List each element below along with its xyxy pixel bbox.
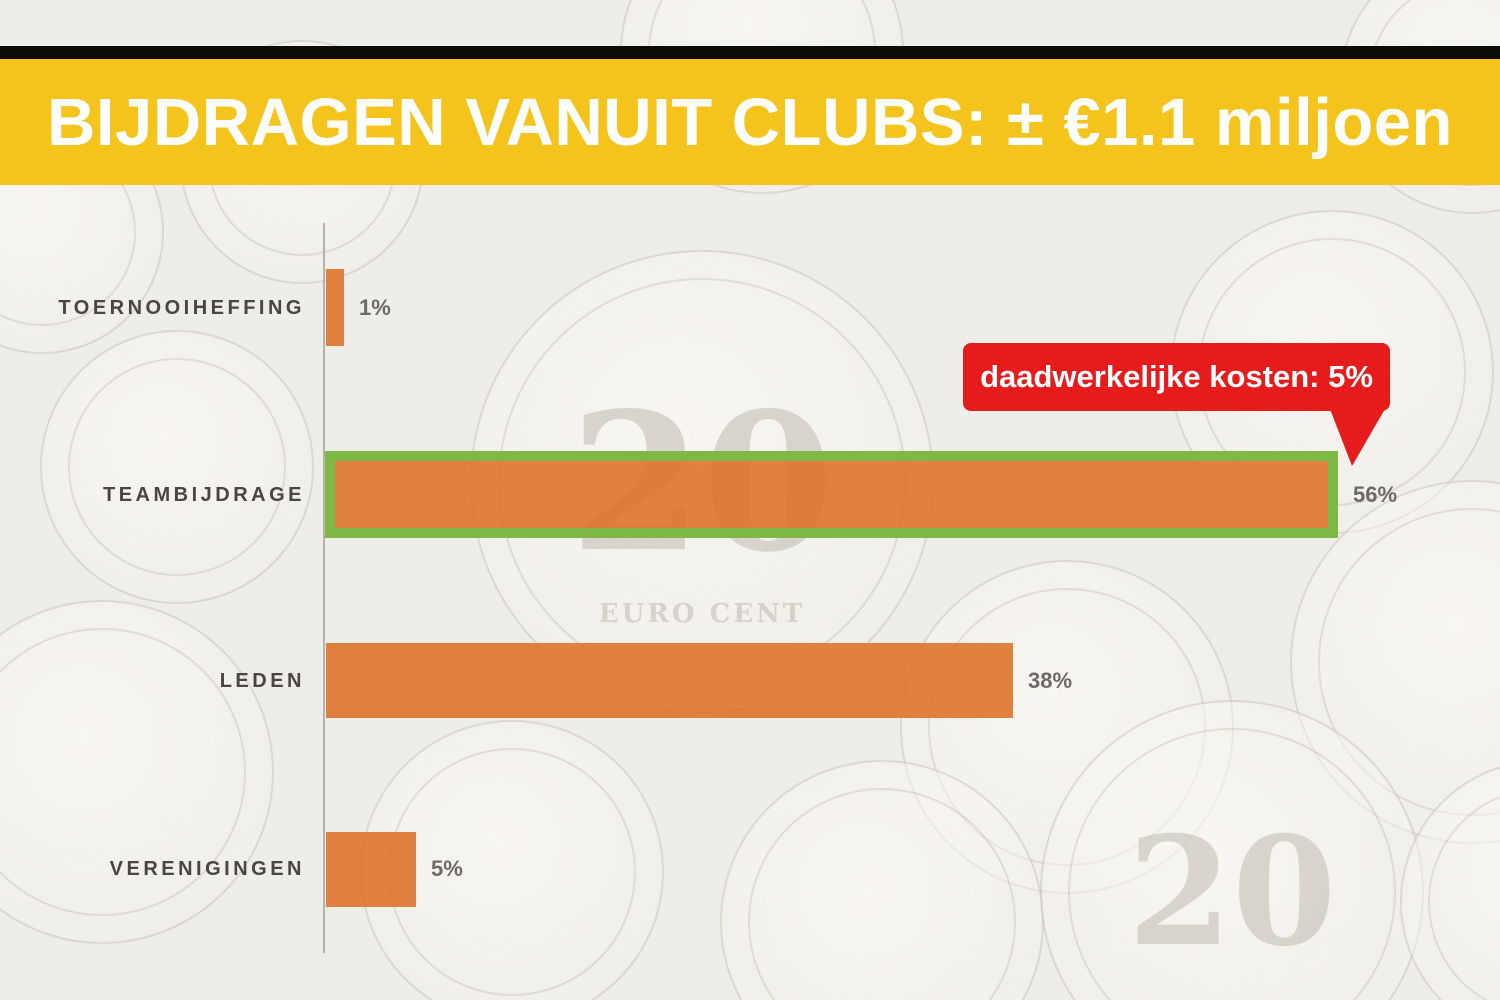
callout-tail-pointer xyxy=(1330,409,1385,466)
y-axis-line xyxy=(323,223,325,953)
callout-bubble: daadwerkelijke kosten: 5% xyxy=(963,343,1390,411)
category-label-toernooiheffing: TOERNOOIHEFFING xyxy=(58,297,305,319)
callout-text: daadwerkelijke kosten: 5% xyxy=(980,359,1373,394)
title-banner: BIJDRAGEN VANUIT CLUBS: ± €1.1 miljoen xyxy=(0,59,1500,185)
bar-leden xyxy=(326,643,1013,718)
bar-toernooiheffing xyxy=(326,269,344,346)
coin-graphic xyxy=(0,600,274,944)
category-label-teambijdrage: TEAMBIJDRAGE xyxy=(102,484,305,506)
coin-graphic: 20 xyxy=(1040,700,1424,1000)
category-label-leden: LEDEN xyxy=(219,670,305,692)
value-label-leden: 38% xyxy=(1028,668,1073,693)
category-label-verenigingen: VERENIGINGEN xyxy=(109,858,305,880)
header-black-strip xyxy=(0,46,1500,59)
bar-teambijdrage-highlighted xyxy=(325,451,1338,538)
value-label-verenigingen: 5% xyxy=(431,856,463,881)
value-label-toernooiheffing: 1% xyxy=(359,295,391,320)
coin-caption-text: EURO CENT xyxy=(598,599,806,630)
bar-verenigingen xyxy=(326,832,416,907)
value-label-teambijdrage: 56% xyxy=(1353,482,1398,507)
page-title: BIJDRAGEN VANUIT CLUBS: ± €1.1 miljoen xyxy=(47,84,1453,160)
coin-graphic xyxy=(40,330,314,604)
